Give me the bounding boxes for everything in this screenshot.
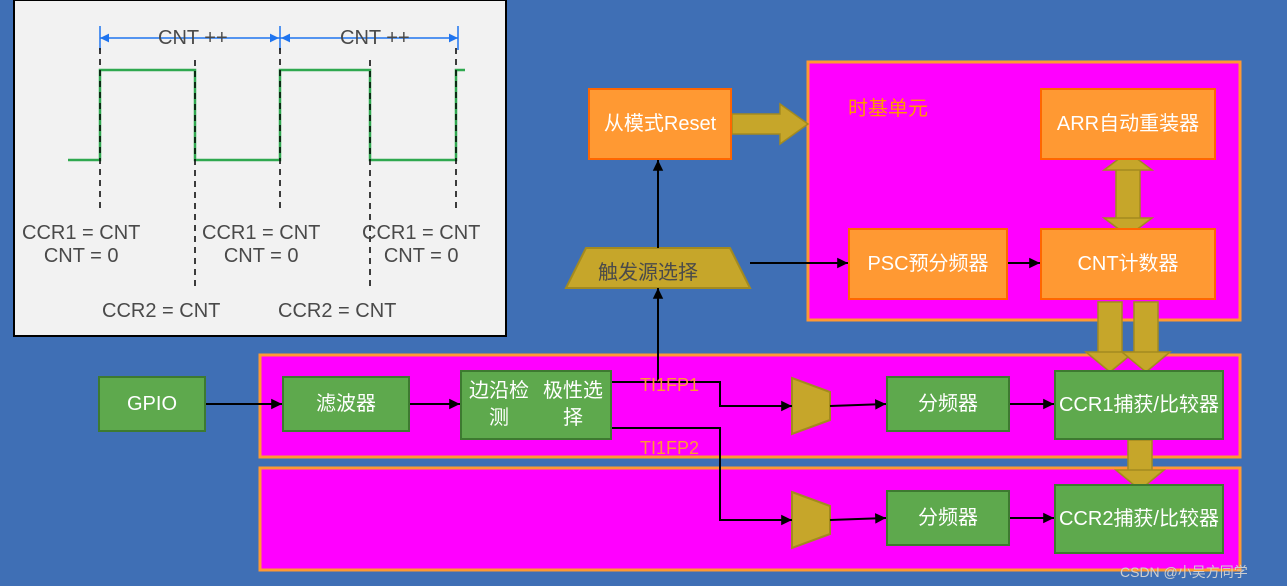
block-ccr1: CCR1捕获/比较器 <box>1054 370 1224 440</box>
block-edge: 边沿检测极性选择 <box>460 370 612 440</box>
block-div1: 分频器 <box>886 376 1010 432</box>
trig-src-label: 触发源选择 <box>598 256 698 285</box>
ccr2-label-0: CCR2 = CNT <box>102 300 220 323</box>
diagram-root: CNT ++ CNT ++ CCR1 = CNTCNT = 0 CCR1 = CNTC… <box>0 0 1287 586</box>
block-cnt: CNT计数器 <box>1040 228 1216 300</box>
block-ccr2: CCR2捕获/比较器 <box>1054 484 1224 554</box>
ccr2-label-1: CCR2 = CNT <box>278 300 396 323</box>
capture-label-2: CCR1 = CNTCNT = 0 <box>362 222 480 268</box>
block-psc: PSC预分频器 <box>848 228 1008 300</box>
cnt-label-1: CNT ++ <box>340 27 410 50</box>
block-div2: 分频器 <box>886 490 1010 546</box>
cnt-label-0: CNT ++ <box>158 27 228 50</box>
block-filter: 滤波器 <box>282 376 410 432</box>
label-ti1fp2: TI1FP2 <box>640 438 699 459</box>
label-ti1fp1: TI1FP1 <box>640 375 699 396</box>
block-gpio: GPIO <box>98 376 206 432</box>
timebase-title: 时基单元 <box>848 92 928 121</box>
block-slave: 从模式Reset <box>588 88 732 160</box>
capture-label-1: CCR1 = CNTCNT = 0 <box>202 222 320 268</box>
watermark: CSDN @小吴方同学 <box>1120 562 1248 582</box>
capture-label-0: CCR1 = CNTCNT = 0 <box>22 222 140 268</box>
block-arr: ARR自动重装器 <box>1040 88 1216 160</box>
